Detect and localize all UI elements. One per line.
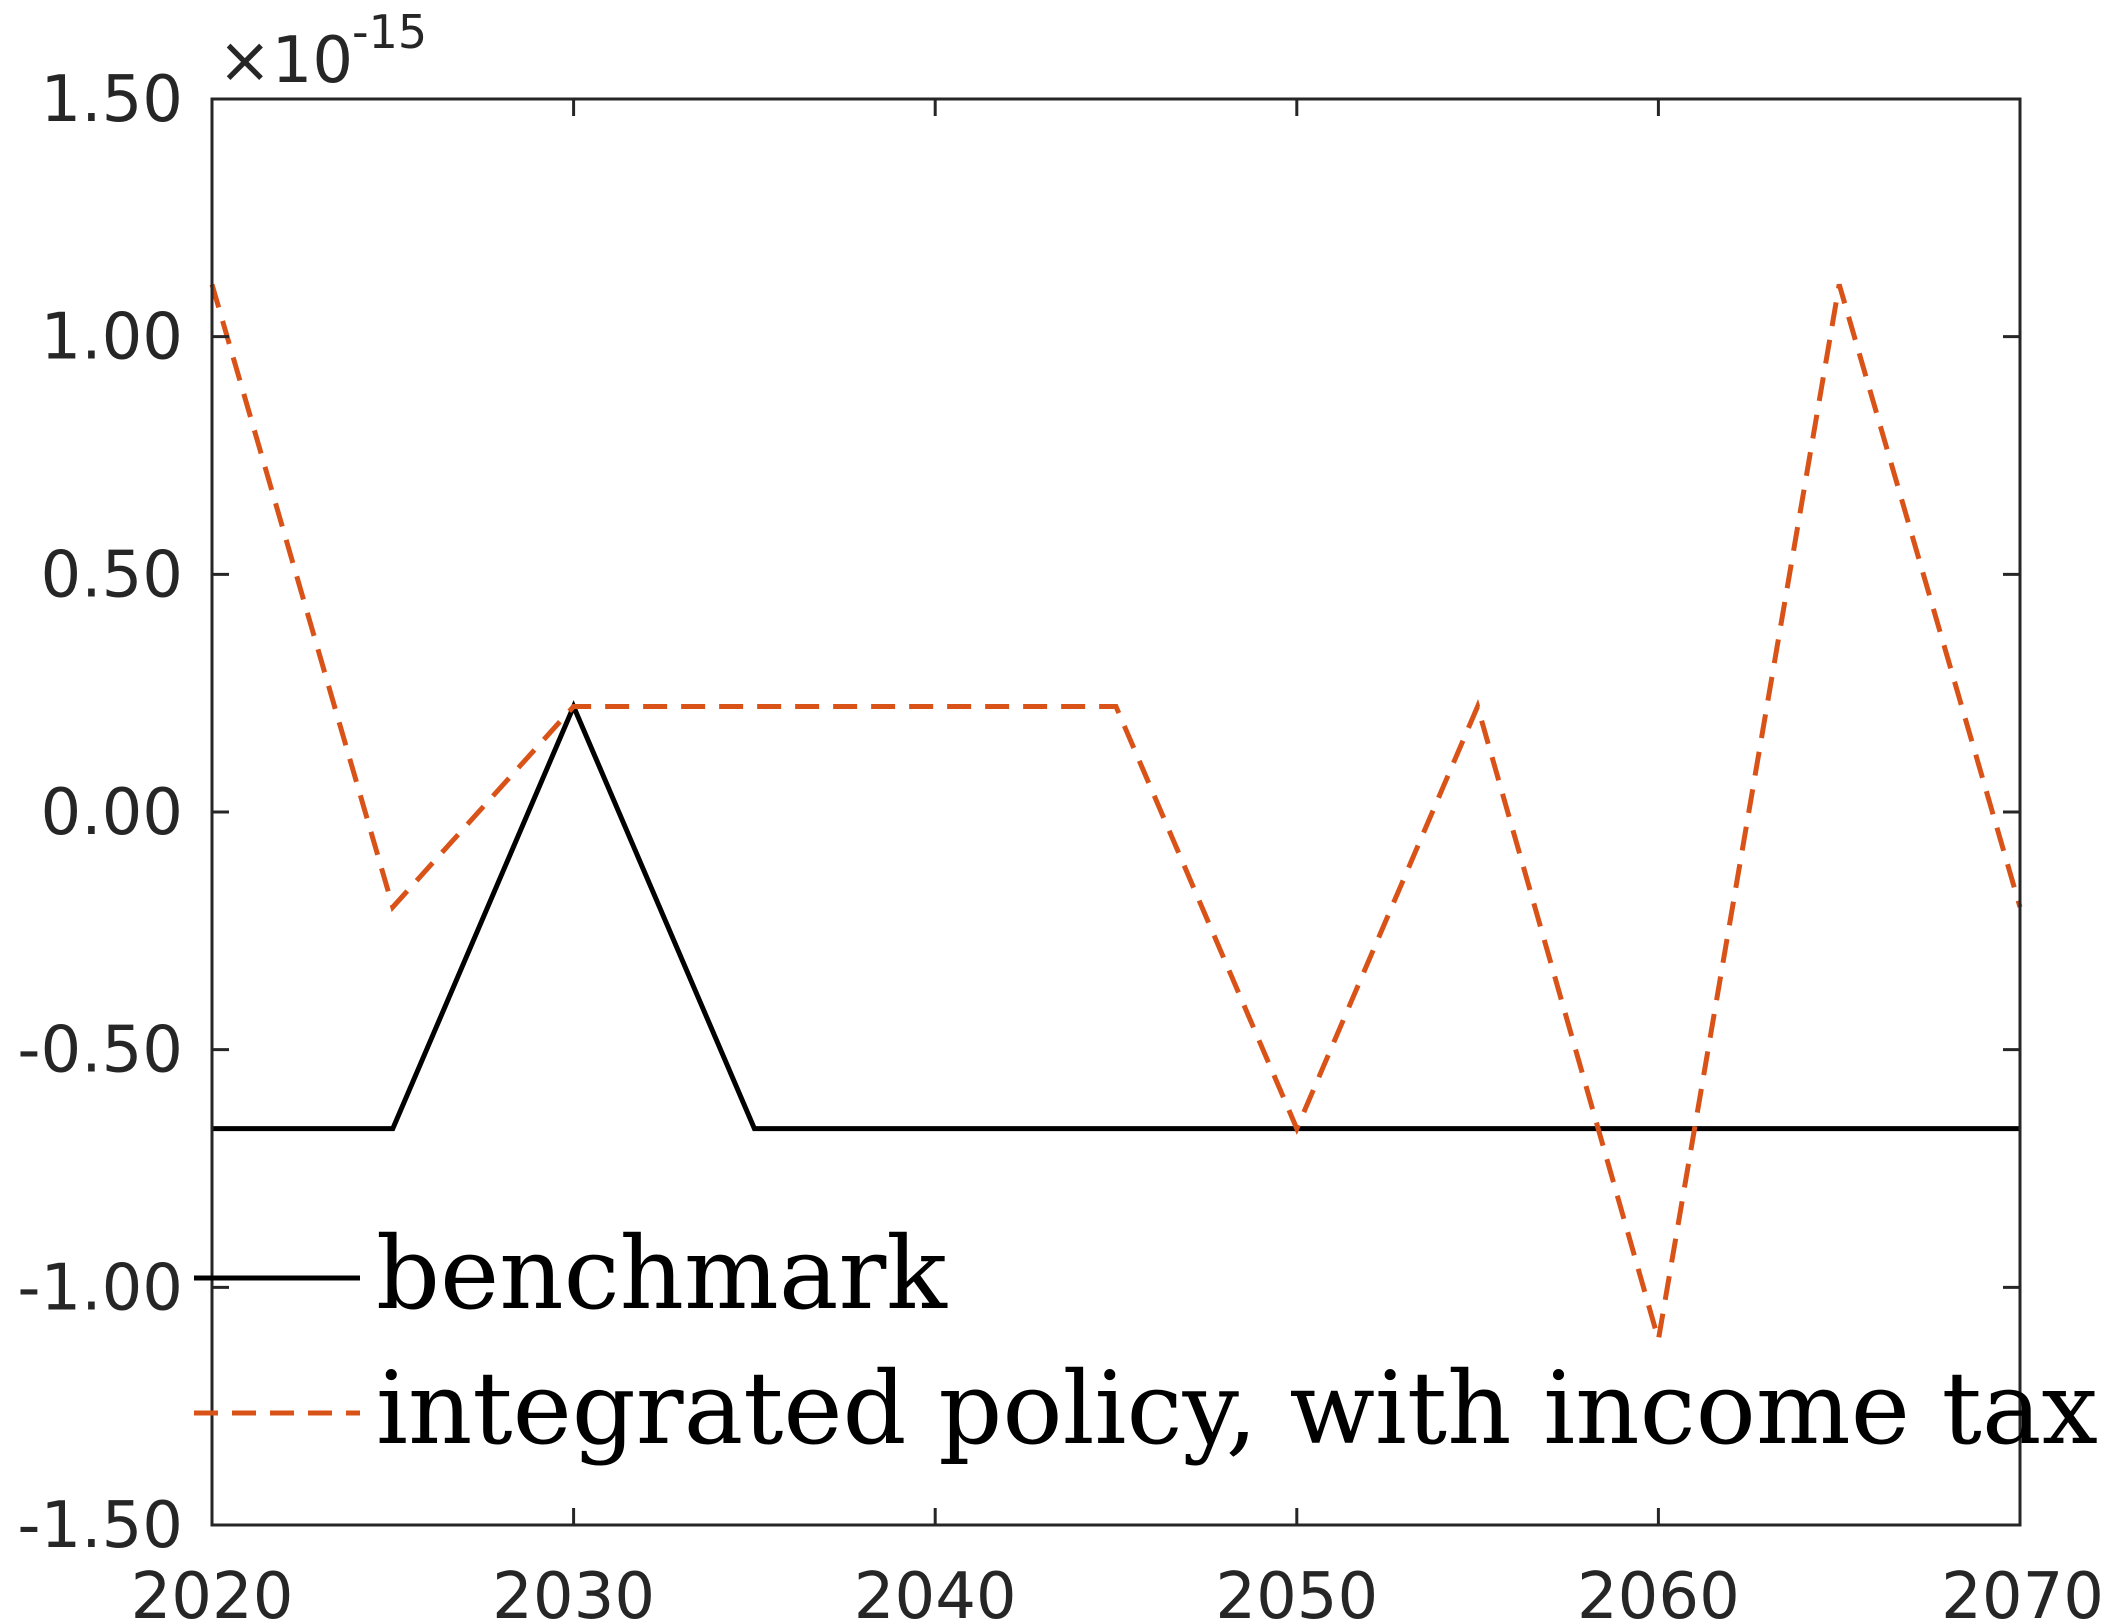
- exponent-power: -15: [352, 5, 427, 59]
- y-tick-label: -1.50: [17, 1489, 183, 1563]
- y-tick-label: 0.50: [41, 538, 184, 612]
- x-tick-label: 2040: [854, 1560, 1017, 1622]
- x-axis-tick-labels: 2020 2030 2040 2050 2060 2070: [131, 1560, 2104, 1622]
- x-tick-label: 2020: [131, 1560, 294, 1622]
- series-layer: [209, 283, 2023, 1341]
- series-line-1: [212, 700, 2020, 1132]
- legend-label-2: integrated policy, with income tax: [376, 1350, 2098, 1467]
- x-tick-label: 2050: [1215, 1560, 1378, 1622]
- y-tick-label: 1.00: [41, 301, 184, 375]
- axis-ticks: [210, 97, 2022, 1527]
- y-axis-tick-labels: 1.50 1.00 0.50 0.00 -0.50 -1.00 -1.50: [17, 63, 183, 1563]
- x-tick-label: 2060: [1577, 1560, 1740, 1622]
- legend: benchmark integrated policy, with income …: [194, 1215, 2098, 1467]
- y-axis-exponent: ×10 -15: [218, 5, 427, 98]
- exponent-base: ×10: [218, 24, 353, 98]
- y-tick-label: 1.50: [41, 63, 184, 137]
- x-tick-label: 2070: [1941, 1560, 2104, 1622]
- series-line-2: [209, 283, 2023, 1341]
- x-tick-label: 2030: [492, 1560, 655, 1622]
- legend-label-1: benchmark: [376, 1215, 948, 1332]
- y-tick-label: 0.00: [41, 776, 184, 850]
- y-tick-label: -0.50: [17, 1014, 183, 1088]
- y-tick-label: -1.00: [17, 1251, 183, 1325]
